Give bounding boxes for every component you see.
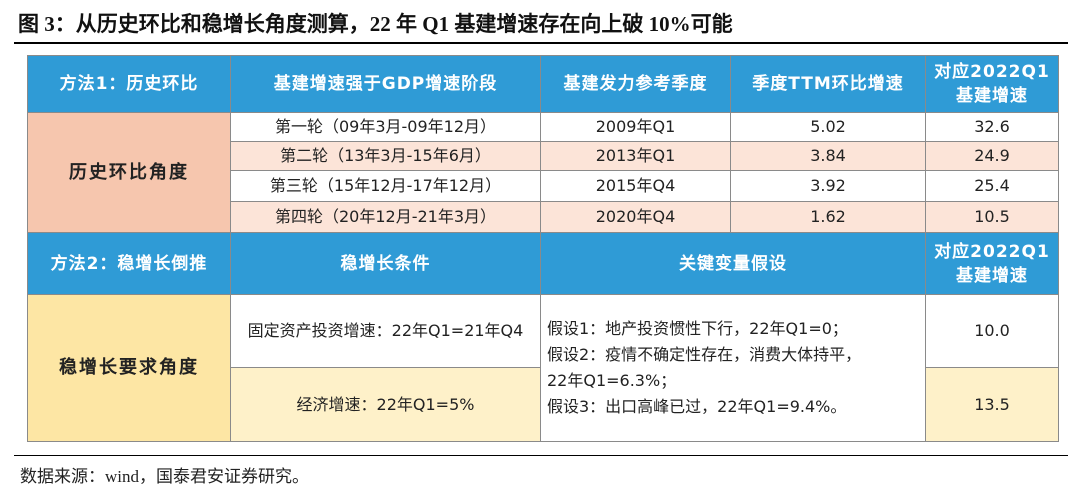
cell: 第三轮（15年12月-17年12月） <box>230 170 541 202</box>
row: 第三轮（15年12月-17年12月） 2015年Q4 3.92 25.4 <box>28 170 1059 202</box>
cell: 13.5 <box>925 367 1059 442</box>
cell: 2009年Q1 <box>540 112 731 142</box>
header-row: 方法2：稳增长倒推 稳增长条件 关键变量假设 对应2022Q1基建增速 <box>27 232 1059 295</box>
data-table: 方法1：历史环比 基建增速强于GDP增速阶段 基建发力参考季度 季度TTM环比增… <box>27 55 1059 442</box>
cell: 2020年Q4 <box>540 201 731 233</box>
row: 稳增长要求角度 固定资产投资增速：22年Q1=21年Q4 假设1：地产投资惯性下… <box>27 294 1059 442</box>
cell: 第一轮（09年3月-09年12月） <box>230 112 541 142</box>
header-cell: 对应2022Q1基建增速 <box>925 232 1059 295</box>
cell: 2015年Q4 <box>540 170 731 202</box>
cell: 5.02 <box>730 112 926 142</box>
cell: 第四轮（20年12月-21年3月） <box>230 201 541 233</box>
header-cell: 方法2：稳增长倒推 <box>27 232 231 295</box>
row: 第二轮（13年3月-15年6月） 2013年Q1 3.84 24.9 <box>27 141 1059 171</box>
cell: 固定资产投资增速：22年Q1=21年Q4 <box>230 294 541 368</box>
assumption: 假设3：出口高峰已过，22年Q1=9.4%。 <box>547 397 847 416</box>
assumption: 假设1：地产投资惯性下行，22年Q1=0； <box>547 319 848 338</box>
header-cell: 基建发力参考季度 <box>540 55 731 113</box>
row: 历史环比角度 第一轮（09年3月-09年12月） 2009年Q1 5.02 32… <box>27 112 1059 233</box>
section-label: 稳增长要求角度 <box>27 294 231 442</box>
rule <box>14 455 1068 456</box>
cell: 32.6 <box>925 112 1059 142</box>
cell: 24.9 <box>925 141 1059 171</box>
header-row: 方法1：历史环比 基建增速强于GDP增速阶段 基建发力参考季度 季度TTM环比增… <box>27 55 1059 113</box>
cell: 3.84 <box>730 141 926 171</box>
cell: 10.5 <box>925 201 1059 233</box>
cell: 10.0 <box>925 294 1059 368</box>
section-label: 历史环比角度 <box>27 112 231 233</box>
header-cell: 关键变量假设 <box>540 232 926 295</box>
assumption: 假设2：疫情不确定性存在，消费大体持平，22年Q1=6.3%； <box>547 345 862 390</box>
cell: 第二轮（13年3月-15年6月） <box>230 141 541 171</box>
header-cell: 方法1：历史环比 <box>27 55 231 113</box>
figure-title: 图 3：从历史环比和稳增长角度测算，22 年 Q1 基建增速存在向上破 10%可… <box>18 12 733 36</box>
header-cell: 基建增速强于GDP增速阶段 <box>230 55 541 113</box>
cell: 经济增速：22年Q1=5% <box>230 367 541 442</box>
cell: 25.4 <box>925 170 1059 202</box>
rule <box>14 42 1068 44</box>
cell: 3.92 <box>730 170 926 202</box>
cell: 1.62 <box>730 201 926 233</box>
header-cell: 对应2022Q1基建增速 <box>925 55 1059 113</box>
header-cell: 季度TTM环比增速 <box>730 55 926 113</box>
header-cell: 稳增长条件 <box>230 232 541 295</box>
source-note: 数据来源：wind，国泰君安证券研究。 <box>20 467 309 486</box>
row: 经济增速：22年Q1=5% 13.5 <box>28 367 1059 442</box>
assumptions-cell: 假设1：地产投资惯性下行，22年Q1=0； 假设2：疫情不确定性存在，消费大体持… <box>540 294 926 442</box>
cell: 2013年Q1 <box>540 141 731 171</box>
